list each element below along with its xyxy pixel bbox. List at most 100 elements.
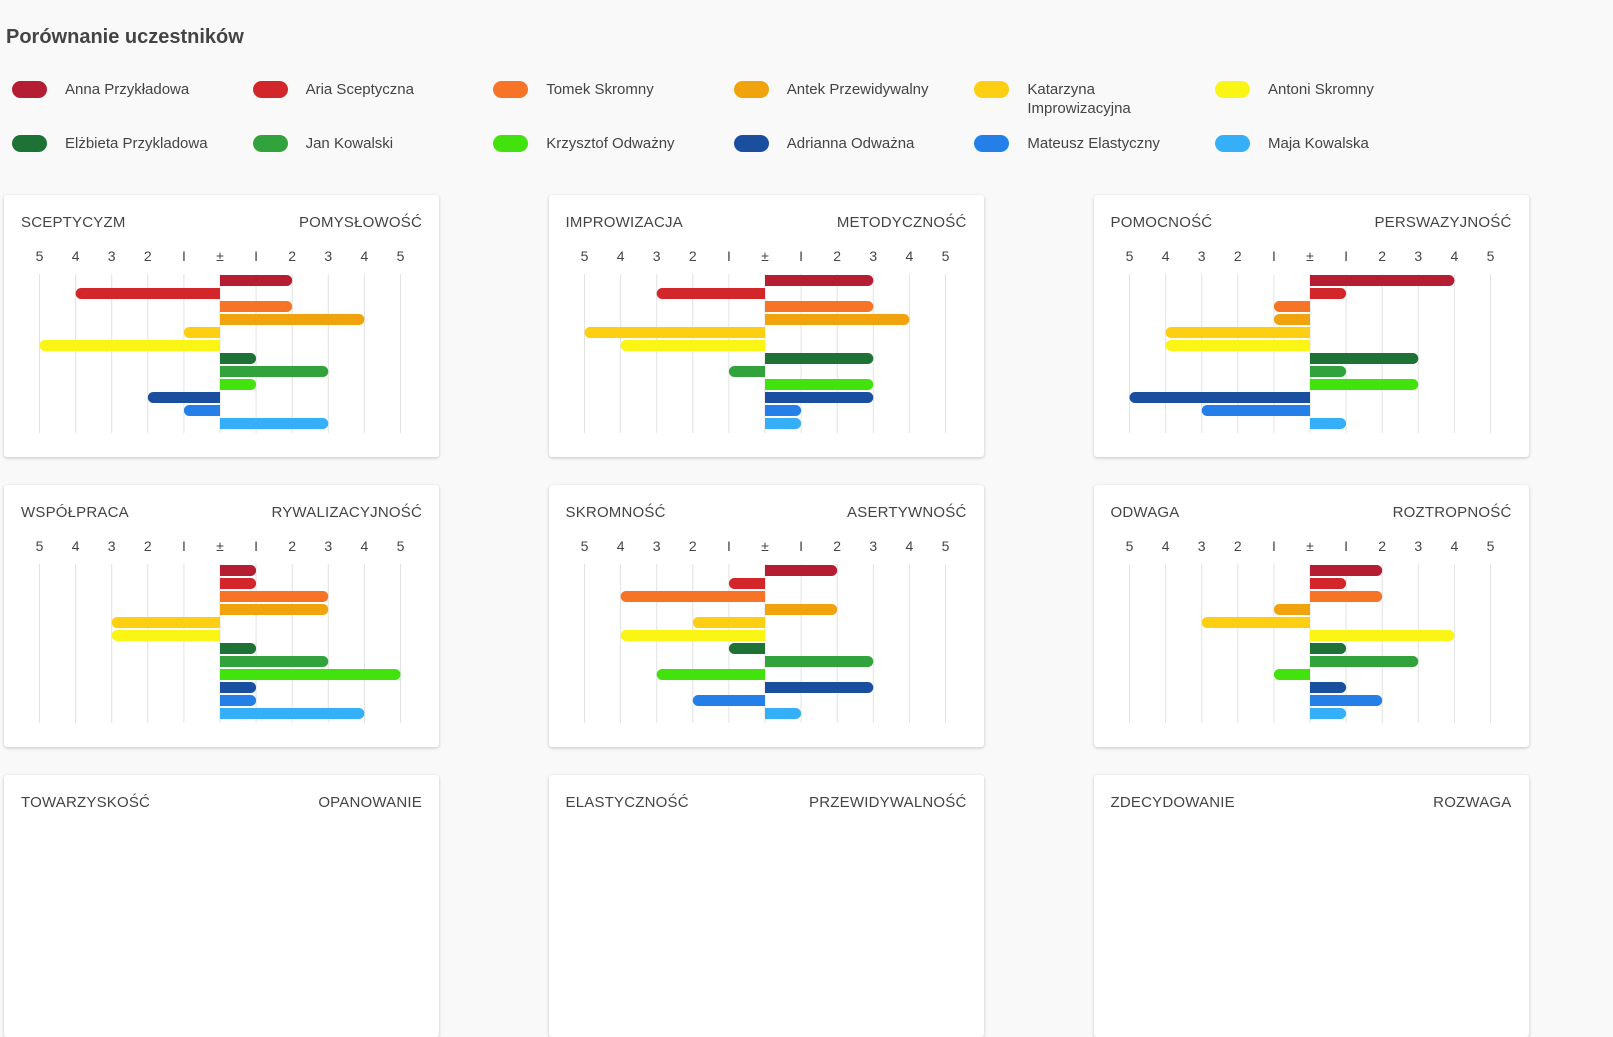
- bar[interactable]: Maja Kowalska: 4: [220, 708, 365, 719]
- bar[interactable]: Elżbieta Przykladowa: -1: [728, 643, 765, 654]
- bar[interactable]: Antek Przewidywalny: 4: [764, 314, 909, 325]
- bar[interactable]: Katarzyna Improwizacyjna: -3: [111, 617, 220, 628]
- bar[interactable]: Krzysztof Odważny: -3: [656, 669, 765, 680]
- bar[interactable]: Krzysztof Odważny: -1: [1273, 669, 1310, 680]
- bar[interactable]: Aria Sceptyczna: 1: [1309, 578, 1346, 589]
- legend-label: Tomek Skromny: [546, 81, 654, 98]
- bar[interactable]: Adrianna Odważna: 1: [220, 682, 257, 693]
- bar[interactable]: Jan Kowalski: 3: [220, 656, 329, 667]
- bar[interactable]: Jan Kowalski: 3: [220, 366, 329, 377]
- tick-label: 2: [288, 248, 296, 264]
- bar[interactable]: Tomek Skromny: -4: [620, 591, 765, 602]
- legend-item[interactable]: Antoni Skromny: [1215, 80, 1455, 99]
- bar[interactable]: Antoni Skromny: -4: [620, 630, 765, 641]
- bar[interactable]: Antek Przewidywalny: 4: [220, 314, 365, 325]
- bar[interactable]: Anna Przykładowa: 2: [1309, 565, 1382, 576]
- bar[interactable]: Katarzyna Improwizacyjna: -4: [1165, 327, 1310, 338]
- bar[interactable]: Jan Kowalski: -1: [728, 366, 765, 377]
- bar[interactable]: Anna Przykładowa: 3: [764, 275, 873, 286]
- bar[interactable]: Anna Przykładowa: 2: [764, 565, 837, 576]
- bar[interactable]: Aria Sceptyczna: -3: [656, 288, 765, 299]
- bar[interactable]: Jan Kowalski: 3: [1309, 656, 1418, 667]
- bar[interactable]: Aria Sceptyczna: 1: [220, 578, 257, 589]
- legend-item[interactable]: Elżbieta Przykladowa: [12, 134, 252, 153]
- bar[interactable]: Tomek Skromny: 2: [220, 301, 293, 312]
- bar[interactable]: Tomek Skromny: 2: [1309, 591, 1382, 602]
- legend-item[interactable]: Tomek Skromny: [493, 80, 733, 99]
- bar[interactable]: Anna Przykładowa: 1: [220, 565, 257, 576]
- bar[interactable]: Adrianna Odważna: 3: [764, 392, 873, 403]
- bar[interactable]: Krzysztof Odważny: 5: [220, 669, 401, 680]
- bar[interactable]: Katarzyna Improwizacyjna: -5: [584, 327, 765, 338]
- bar[interactable]: Maja Kowalska: 3: [220, 418, 329, 429]
- trait-chart-card: ELASTYCZNOŚĆ PRZEWIDYWALNOŚĆ: [548, 775, 984, 1037]
- bar[interactable]: Maja Kowalska: 1: [1309, 418, 1346, 429]
- bar[interactable]: Adrianna Odważna: -5: [1129, 392, 1310, 403]
- bar[interactable]: Antoni Skromny: -4: [1165, 340, 1310, 351]
- bar[interactable]: Katarzyna Improwizacyjna: -3: [1201, 617, 1310, 628]
- bar[interactable]: Mateusz Elastyczny: -2: [692, 695, 765, 706]
- bar[interactable]: Tomek Skromny: 3: [220, 591, 329, 602]
- bar[interactable]: Maja Kowalska: 1: [1309, 708, 1346, 719]
- bar[interactable]: Elżbieta Przykladowa: 3: [1309, 353, 1418, 364]
- legend-item[interactable]: Krzysztof Odważny: [493, 134, 733, 153]
- bar[interactable]: Antek Przewidywalny: -1: [1273, 604, 1310, 615]
- legend-item[interactable]: Anna Przykładowa: [12, 80, 252, 99]
- bar[interactable]: Krzysztof Odważny: 1: [220, 379, 257, 390]
- bar[interactable]: Aria Sceptyczna: 1: [1309, 288, 1346, 299]
- bar[interactable]: Antoni Skromny: -3: [111, 630, 220, 641]
- bar[interactable]: Mateusz Elastyczny: 1: [764, 405, 801, 416]
- bar[interactable]: Tomek Skromny: -1: [1273, 301, 1310, 312]
- bar[interactable]: Adrianna Odważna: -2: [147, 392, 220, 403]
- bar[interactable]: Elżbieta Przykladowa: 1: [220, 353, 257, 364]
- chart-trait-left: IMPROWIZACJA: [565, 214, 683, 231]
- bar[interactable]: Elżbieta Przykladowa: 1: [220, 643, 257, 654]
- bar[interactable]: Adrianna Odważna: 1: [1309, 682, 1346, 693]
- chart-plot: [549, 775, 984, 1037]
- bar[interactable]: Antoni Skromny: 4: [1309, 630, 1454, 641]
- bar[interactable]: Mateusz Elastyczny: -3: [1201, 405, 1310, 416]
- bar[interactable]: Antek Przewidywalny: -1: [1273, 314, 1310, 325]
- bar[interactable]: Jan Kowalski: 3: [764, 656, 873, 667]
- bar[interactable]: Krzysztof Odważny: 3: [1309, 379, 1418, 390]
- legend-item[interactable]: Mateusz Elastyczny: [974, 134, 1214, 153]
- bar[interactable]: Mateusz Elastyczny: -1: [183, 405, 220, 416]
- tick-label: ±: [216, 248, 224, 264]
- chart-plot: 5 4 3 2 I ± I 2 3 4 5 Anna Przykładowa: 2 Aria Scept…: [580, 538, 949, 723]
- bar[interactable]: Mateusz Elastyczny: 1: [220, 695, 257, 706]
- bar[interactable]: Antek Przewidywalny: 3: [220, 604, 329, 615]
- bar[interactable]: Jan Kowalski: 1: [1309, 366, 1346, 377]
- bar[interactable]: Anna Przykładowa: 2: [220, 275, 293, 286]
- chart-plot: 5 4 3 2 I ± I 2 3 4 5 Anna Przykładowa: 1 Aria Scept…: [36, 538, 405, 723]
- bar[interactable]: Tomek Skromny: 3: [764, 301, 873, 312]
- bar[interactable]: Adrianna Odważna: 3: [764, 682, 873, 693]
- bar[interactable]: Krzysztof Odważny: 3: [764, 379, 873, 390]
- bar[interactable]: Aria Sceptyczna: -4: [75, 288, 220, 299]
- tick-label: ±: [1306, 248, 1314, 264]
- bar[interactable]: Katarzyna Improwizacyjna: -2: [692, 617, 765, 628]
- legend-item[interactable]: Antek Przewidywalny: [733, 80, 974, 99]
- legend-item[interactable]: Maja Kowalska: [1215, 134, 1455, 153]
- chart-trait-right: ASERTYWNOŚĆ: [847, 504, 967, 521]
- bar[interactable]: Antoni Skromny: -4: [620, 340, 765, 351]
- bar[interactable]: Aria Sceptyczna: -1: [728, 578, 765, 589]
- legend-item[interactable]: Aria Sceptyczna: [252, 80, 493, 99]
- tick-label: 3: [652, 248, 660, 264]
- legend-item[interactable]: Jan Kowalski: [252, 134, 493, 153]
- bar[interactable]: Elżbieta Przykladowa: 3: [764, 353, 873, 364]
- bar[interactable]: Mateusz Elastyczny: 2: [1309, 695, 1382, 706]
- bar[interactable]: Antoni Skromny: -5: [39, 340, 221, 351]
- legend-item[interactable]: Adrianna Odważna: [733, 134, 974, 153]
- bar[interactable]: Elżbieta Przykladowa: 1: [1309, 643, 1346, 654]
- bar[interactable]: Maja Kowalska: 1: [764, 418, 801, 429]
- bar[interactable]: Katarzyna Improwizacyjna: -1: [183, 327, 220, 338]
- chart-header: SKROMNOŚĆ ASERTYWNOŚĆ: [566, 504, 967, 521]
- legend-item[interactable]: Katarzyna Improwizacyjna: [974, 80, 1214, 118]
- bar[interactable]: Maja Kowalska: 1: [764, 708, 801, 719]
- tick-label: 3: [324, 538, 332, 554]
- chart-trait-left: SCEPTYCYZM: [21, 214, 126, 231]
- legend-swatch: [252, 135, 288, 152]
- tick-label: 5: [941, 538, 949, 554]
- bar[interactable]: Anna Przykładowa: 4: [1309, 275, 1454, 286]
- bar[interactable]: Antek Przewidywalny: 2: [764, 604, 837, 615]
